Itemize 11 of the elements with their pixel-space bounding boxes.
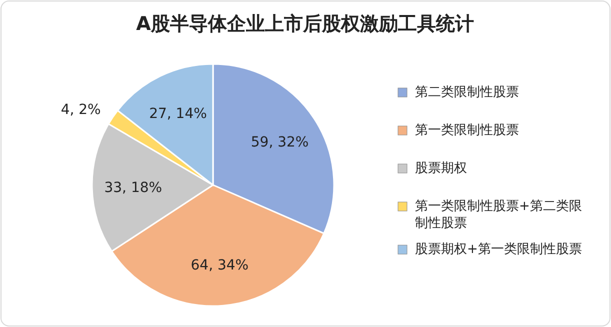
data-label: 64, 34% [190, 258, 249, 274]
data-label: 59, 32% [250, 134, 309, 150]
data-label: 4, 2% [60, 102, 101, 118]
legend-label: 股票期权+第一类限制性股票 [415, 242, 582, 258]
data-label: 27, 14% [149, 106, 207, 122]
legend-label: 第二类限制性股票 [415, 85, 519, 100]
legend-label: 第一类限制性股票+第二类限制性股票 [415, 199, 582, 231]
legend-label: 股票期权 [415, 161, 467, 176]
chart-title: A股半导体企业上市后股权激励工具统计 [136, 13, 474, 35]
legend-label: 第一类限制性股票 [415, 123, 519, 138]
data-label: 33, 18% [104, 180, 162, 196]
